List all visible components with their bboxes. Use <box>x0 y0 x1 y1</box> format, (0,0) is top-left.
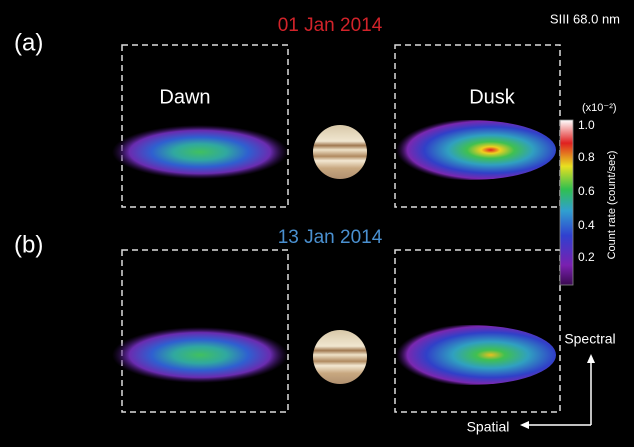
dusk-emission <box>384 325 556 385</box>
jupiter <box>313 330 367 384</box>
colorbar-tick: 0.8 <box>578 150 595 164</box>
arrowhead <box>587 354 595 363</box>
panel-label: (b) <box>14 231 43 258</box>
arrowhead <box>520 421 529 429</box>
colorbar-tick: 1.0 <box>578 118 595 132</box>
dawn-emission <box>112 327 288 383</box>
dusk-emission <box>384 120 556 180</box>
axis-label: Spectral <box>564 331 615 347</box>
date: 01 Jan 2014 <box>278 15 383 36</box>
colorbar-tick: 0.4 <box>578 218 595 232</box>
colorbar <box>560 120 573 285</box>
region-label: Dawn <box>159 86 210 108</box>
date: 13 Jan 2014 <box>278 227 383 248</box>
jupiter <box>313 125 367 179</box>
axis-label: Spatial <box>467 419 510 435</box>
panel-label: (a) <box>14 29 43 56</box>
colorbar-tick: 0.6 <box>578 184 595 198</box>
colorbar-scale: (x10⁻²) <box>582 102 617 114</box>
region-label: Dusk <box>469 86 516 108</box>
dawn-emission <box>112 125 288 179</box>
colorbar-label: Count rate (count/sec) <box>606 151 618 260</box>
wavelength: SIII 68.0 nm <box>550 11 620 26</box>
figure: (a) 01 Jan 2014 (b) 13 Jan 2014 SIII 68.… <box>0 0 634 447</box>
colorbar-tick: 0.2 <box>578 250 595 264</box>
